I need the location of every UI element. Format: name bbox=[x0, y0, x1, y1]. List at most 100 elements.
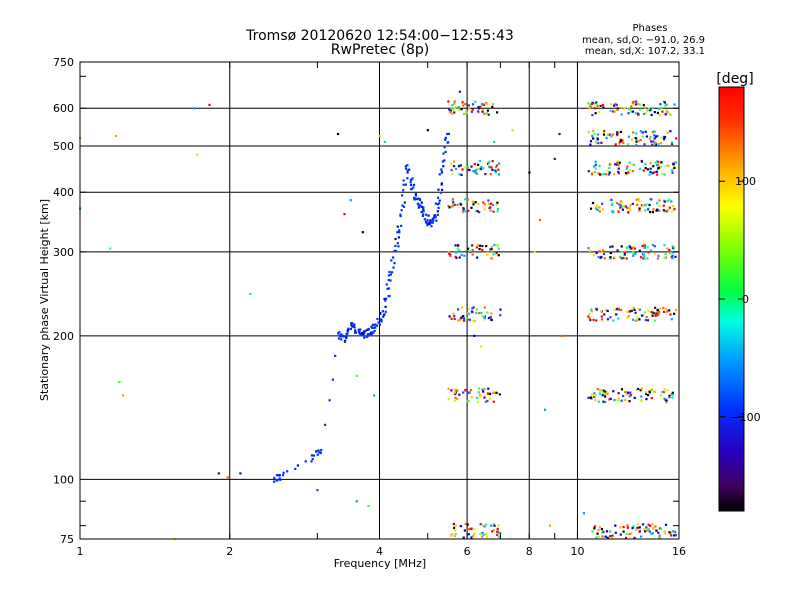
echo-point bbox=[492, 400, 495, 403]
trace-point bbox=[331, 378, 334, 381]
echo-point bbox=[494, 165, 498, 169]
echo-point bbox=[587, 131, 590, 134]
echo-point bbox=[590, 310, 593, 313]
echo-point bbox=[482, 315, 485, 318]
echo-point bbox=[454, 251, 457, 254]
echo-point bbox=[653, 142, 656, 145]
echo-point bbox=[672, 205, 675, 208]
trace-point bbox=[346, 332, 349, 335]
y-tick-label: 200 bbox=[53, 330, 74, 343]
echo-point bbox=[632, 253, 635, 256]
trace-point bbox=[384, 299, 387, 302]
echo-point bbox=[653, 137, 656, 140]
echo-point bbox=[475, 209, 478, 213]
scatter-point bbox=[582, 512, 585, 515]
echo-point bbox=[480, 165, 483, 169]
echo-point bbox=[627, 315, 630, 318]
echo-point bbox=[591, 201, 595, 205]
echo-point bbox=[673, 246, 676, 249]
echo-point bbox=[629, 109, 632, 112]
echo-point bbox=[481, 248, 484, 251]
echo-point bbox=[593, 171, 596, 174]
echo-point bbox=[651, 106, 655, 110]
echo-point bbox=[636, 203, 639, 206]
echo-point bbox=[587, 170, 590, 173]
echo-point bbox=[596, 388, 599, 391]
scatter-point bbox=[543, 408, 547, 411]
echo-point bbox=[600, 141, 603, 144]
echo-point bbox=[482, 390, 485, 393]
echo-point bbox=[641, 135, 644, 138]
echo-point bbox=[477, 106, 480, 109]
echo-point bbox=[621, 139, 624, 142]
echo-point bbox=[608, 133, 611, 136]
echo-point bbox=[610, 203, 613, 206]
echo-point bbox=[648, 137, 651, 140]
echo-point bbox=[598, 206, 601, 209]
echo-point bbox=[646, 319, 650, 322]
trace-point bbox=[406, 177, 409, 180]
echo-point bbox=[631, 138, 634, 141]
trace-point bbox=[312, 454, 316, 457]
echo-point bbox=[644, 209, 647, 212]
echo-point bbox=[457, 319, 460, 322]
echo-point bbox=[476, 167, 479, 170]
echo-point bbox=[644, 530, 647, 533]
echo-point bbox=[471, 108, 474, 111]
trace-point bbox=[429, 219, 432, 222]
echo-point bbox=[642, 169, 645, 172]
echo-point bbox=[656, 173, 659, 176]
trace-point bbox=[363, 336, 366, 339]
echo-point bbox=[453, 107, 456, 110]
echo-point bbox=[668, 394, 671, 397]
echo-point bbox=[673, 534, 676, 537]
echo-point bbox=[451, 104, 454, 107]
echo-point bbox=[483, 318, 486, 321]
trace-point bbox=[447, 141, 450, 144]
echo-point bbox=[657, 311, 661, 314]
echo-point bbox=[596, 105, 599, 108]
trace-point bbox=[354, 331, 357, 334]
echo-point bbox=[637, 139, 641, 142]
echo-point bbox=[497, 524, 500, 527]
colorbar-tick-label: 0 bbox=[742, 293, 749, 306]
echo-point bbox=[480, 103, 484, 106]
echo-point bbox=[643, 246, 646, 249]
echo-point bbox=[669, 313, 672, 316]
echo-point bbox=[668, 396, 671, 399]
echo-point bbox=[626, 165, 629, 168]
echo-point bbox=[628, 395, 631, 398]
echo-point bbox=[471, 307, 474, 310]
echo-point bbox=[671, 171, 674, 174]
echo-point bbox=[658, 534, 661, 537]
echo-point bbox=[659, 527, 663, 530]
echo-point bbox=[455, 256, 458, 260]
echo-point bbox=[484, 173, 487, 176]
trace-point bbox=[440, 168, 443, 171]
scatter-point bbox=[361, 231, 364, 234]
echo-point bbox=[662, 209, 665, 212]
trace-point bbox=[350, 325, 354, 328]
echo-point bbox=[657, 160, 660, 163]
echo-point bbox=[486, 399, 489, 403]
trace-point bbox=[345, 335, 348, 338]
echo-point bbox=[588, 313, 591, 316]
echo-point bbox=[597, 535, 600, 538]
scatter-point bbox=[558, 132, 561, 136]
echo-point bbox=[647, 394, 650, 397]
echo-point bbox=[643, 255, 646, 258]
scatter-point bbox=[373, 394, 376, 397]
echo-point bbox=[661, 110, 664, 113]
trace-point bbox=[423, 218, 426, 221]
echo-point bbox=[646, 203, 649, 206]
echo-point bbox=[447, 204, 450, 208]
echo-point bbox=[612, 211, 615, 214]
echo-point bbox=[663, 210, 666, 213]
echo-point bbox=[632, 246, 635, 249]
echo-point bbox=[656, 134, 659, 138]
echo-point bbox=[623, 252, 626, 255]
trace-point bbox=[388, 270, 391, 273]
echo-point bbox=[615, 161, 619, 164]
echo-point bbox=[597, 400, 600, 403]
echo-point bbox=[601, 173, 604, 176]
